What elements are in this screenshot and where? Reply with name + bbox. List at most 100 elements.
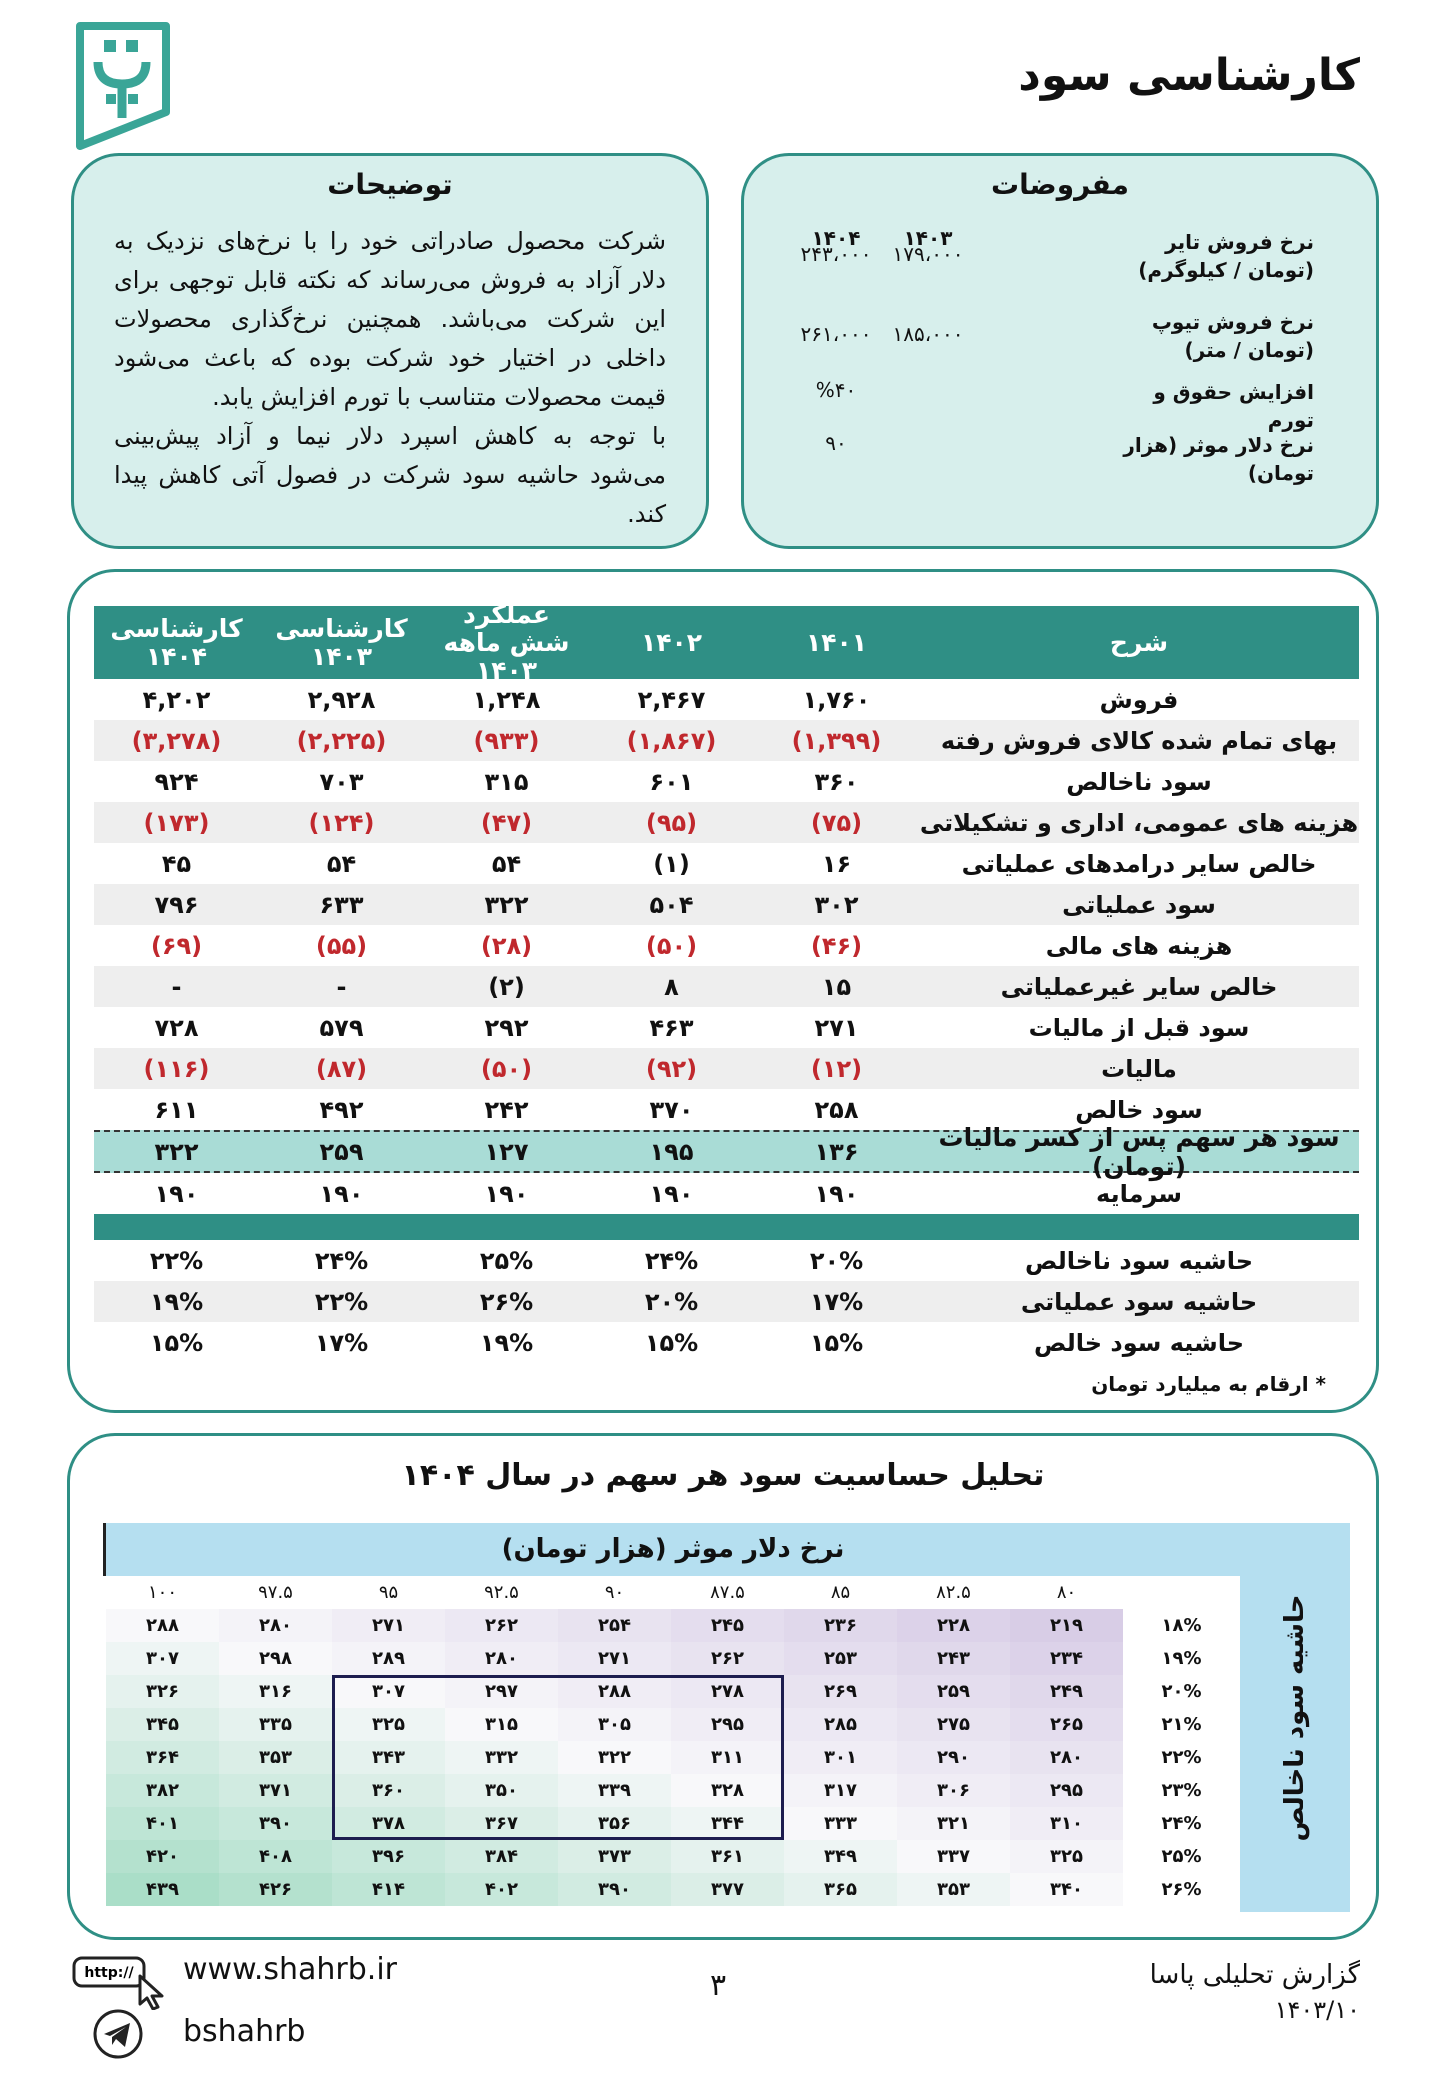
sensitivity-cell: ۳۰۷ (106, 1642, 219, 1675)
cell: ۲۲% (149, 1246, 204, 1275)
sensitivity-cell: ۲۲۸ (897, 1609, 1010, 1642)
cell: (۲۸) (480, 931, 533, 960)
assumption-column: ۱۴۰۳ (903, 226, 953, 250)
assumption-column: ۱۴۰۴ (811, 226, 861, 250)
sensitivity-cell: ۳۶۵ (784, 1873, 897, 1906)
assumption-value: ۹۰ (825, 431, 847, 455)
cell: (۱۱۶) (143, 1054, 210, 1083)
cell: (۸۷) (315, 1054, 368, 1083)
cell: ۳۷۰ (649, 1095, 694, 1124)
separator-band (94, 1214, 1359, 1240)
cell: ۲۵% (479, 1246, 534, 1275)
sensitivity-cell: ۴۲۶ (219, 1873, 332, 1906)
row-label: ۲۳% (1123, 1774, 1240, 1807)
cell: ۲۷۱ (814, 1013, 859, 1042)
row-label: سود عملیاتی (1062, 890, 1216, 919)
sensitivity-cell: ۳۲۶ (106, 1675, 219, 1708)
cell: ۳۲۲ (154, 1137, 199, 1166)
cell: - (336, 972, 347, 1001)
column-label: ۹۵ (332, 1576, 445, 1609)
cell: ۱۹۰ (649, 1179, 694, 1208)
column-label: ۸۵ (784, 1576, 897, 1609)
row-title: حاشیه سود ناخالص (1280, 1594, 1310, 1842)
sensitivity-cell: ۳۲۵ (1010, 1840, 1123, 1873)
financials-table: شرح ۱۴۰۱ ۱۴۰۲ عملکرد شش ماهه ۱۴۰۳ کارشناسی ۱… (94, 600, 1359, 1363)
sensitivity-cell: ۲۱۹ (1010, 1609, 1123, 1642)
cell: ۱,۲۴۸ (472, 685, 541, 714)
cell: ۹۲۴ (154, 767, 199, 796)
cell: ۳۶۰ (814, 767, 859, 796)
cell: ۲۵۸ (814, 1095, 859, 1124)
row-label: حاشیه سود خالص (1034, 1328, 1244, 1357)
row-label: ۱۸% (1123, 1609, 1240, 1642)
cell: ۵۰۴ (649, 890, 694, 919)
cell: ۱,۷۶۰ (802, 685, 871, 714)
cell: ۱۹۰ (319, 1179, 364, 1208)
cell: ۱۹% (479, 1328, 534, 1357)
column-label: ۹۲.۵ (445, 1576, 558, 1609)
cell: ۱۵% (149, 1328, 204, 1357)
cell: ۴۹۲ (319, 1095, 364, 1124)
sensitivity-cell: ۳۴۳ (332, 1741, 445, 1774)
assumption-value: ۲۴۳،۰۰۰ (800, 242, 872, 266)
table-row: خالص سایر درامدهای عملیاتی ۱۶ (۱) ۵۴ ۵۴ ۴۵ (94, 843, 1359, 884)
cell: ۳۲۲ (484, 890, 529, 919)
sensitivity-cell: ۴۰۱ (106, 1807, 219, 1840)
table-row: حاشیه سود ناخالص ۲۰% ۲۴% ۲۵% ۲۴% ۲۲% (94, 1240, 1359, 1281)
financials-note: * ارقام به میلیارد تومان (1091, 1372, 1326, 1396)
telegram-icon (93, 2009, 143, 2059)
sensitivity-cell: ۲۸۰ (1010, 1741, 1123, 1774)
cell: ۳۱۵ (484, 767, 529, 796)
sensitivity-cell: ۲۶۹ (784, 1675, 897, 1708)
sensitivity-cell: ۲۷۱ (332, 1609, 445, 1642)
row-label: ۲۰% (1123, 1675, 1240, 1708)
sensitivity-cell: ۲۹۵ (671, 1708, 784, 1741)
notes-body: شرکت محصول صادراتی خود را با نرخ‌های نزد… (114, 222, 666, 534)
row-label: سود خالص (1075, 1095, 1203, 1124)
row-label: هزینه های مالی (1045, 931, 1233, 960)
notes-title: توضیحات (327, 168, 453, 201)
row-label: بهای تمام شده کالای فروش رفته (940, 726, 1338, 755)
sensitivity-cell: ۳۲۵ (332, 1708, 445, 1741)
column-header: ۱۴۰۱ (805, 627, 868, 657)
sensitivity-cell: ۳۷۳ (558, 1840, 671, 1873)
cell: ۴۶۳ (649, 1013, 694, 1042)
table-row: سود هر سهم پس از کسر مالیات (تومان) ۱۳۶ ۱۹… (94, 1123, 1359, 1181)
cell: ۲,۹۲۸ (307, 685, 376, 714)
cell: ۲۰% (644, 1287, 699, 1316)
sensitivity-cell: ۲۶۵ (1010, 1708, 1123, 1741)
row-label: حاشیه سود عملیاتی (1020, 1287, 1258, 1316)
report-date: ۱۴۰۳/۱۰ (1274, 1996, 1360, 2024)
cell: ۱۵% (809, 1328, 864, 1357)
cell: ۷۹۶ (154, 890, 199, 919)
table-row: هزینه های مالی (۴۶) (۵۰) (۲۸) (۵۵) (۶۹) (94, 925, 1359, 966)
assumption-value: ۱۷۹،۰۰۰ (892, 242, 964, 266)
cell: ۸ (664, 972, 679, 1001)
row-label: سود قبل از مالیات (1028, 1013, 1250, 1042)
assumptions-title: مفروضات (990, 168, 1130, 201)
cell: (۶۹) (150, 931, 203, 960)
sensitivity-cell: ۳۱۶ (219, 1675, 332, 1708)
table-row: مالیات (۱۲) (۹۲) (۵۰) (۸۷) (۱۱۶) (94, 1048, 1359, 1089)
sensitivity-cell: ۲۸۰ (445, 1642, 558, 1675)
sensitivity-cell: ۲۴۹ (1010, 1675, 1123, 1708)
cell: (۹۲) (645, 1054, 698, 1083)
cell: (۷۵) (810, 808, 863, 837)
cell: ۱۳۶ (814, 1137, 859, 1166)
sensitivity-cell: ۳۶۱ (671, 1840, 784, 1873)
cell: ۲۰% (809, 1246, 864, 1275)
column-label: ۸۰ (1010, 1576, 1123, 1609)
row-label: هزینه های عمومی، اداری و تشکیلاتی (919, 808, 1359, 837)
cell: ۵۴ (326, 849, 357, 878)
sensitivity-cell: ۲۹۰ (897, 1741, 1010, 1774)
assumption-label: نرخ فروش تایر (تومان / کیلوگرم) (1138, 230, 1314, 282)
sensitivity-cell: ۳۲۱ (897, 1807, 1010, 1840)
column-label: ۹۷.۵ (219, 1576, 332, 1609)
sensitivity-cell: ۳۰۵ (558, 1708, 671, 1741)
cell: ۱۵% (644, 1328, 699, 1357)
cell: (۴۶) (810, 931, 863, 960)
sensitivity-cell: ۴۱۴ (332, 1873, 445, 1906)
sensitivity-box: تحلیل حساسیت سود هر سهم در سال ۱۴۰۴ نرخ … (67, 1433, 1379, 1940)
sensitivity-cell: ۲۵۳ (784, 1642, 897, 1675)
